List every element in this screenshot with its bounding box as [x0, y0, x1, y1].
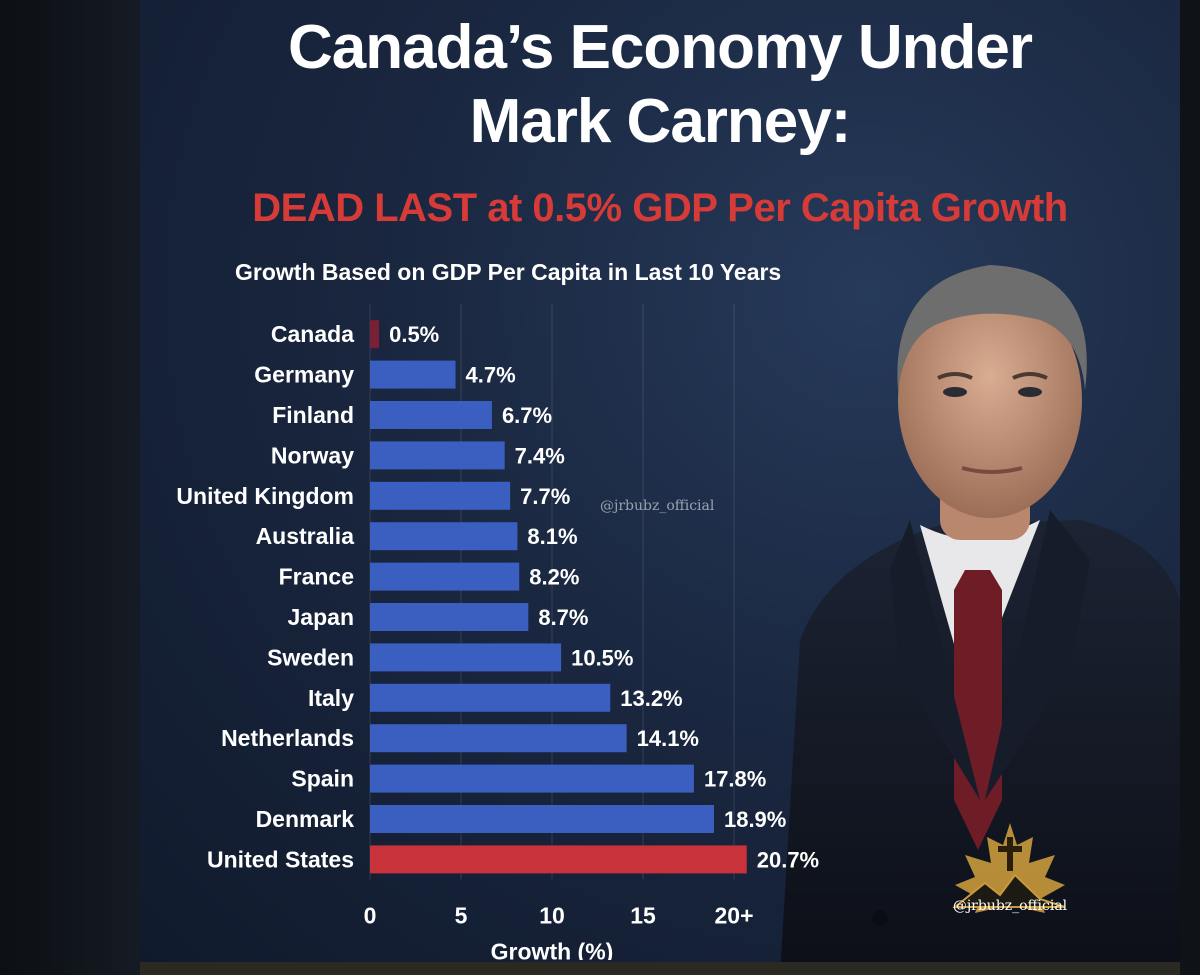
bar [370, 845, 747, 874]
title-line-2: Mark Carney: [469, 87, 852, 156]
bar [370, 401, 492, 429]
bar [370, 360, 456, 389]
value-label: 18.9% [724, 807, 786, 832]
category-label: Australia [256, 523, 355, 549]
x-tick-label: 5 [455, 903, 468, 929]
bar [370, 562, 520, 591]
value-label: 7.7% [520, 484, 570, 509]
category-label: Italy [308, 685, 354, 711]
value-label: 6.7% [502, 403, 552, 428]
bar [370, 683, 611, 712]
value-label: 4.7% [466, 363, 516, 388]
bar-chart: Canada 0.5% Germany 4.7% Finland 6.7% Norway 7.… [176, 304, 819, 960]
value-label: 7.4% [515, 443, 565, 468]
bar [370, 764, 694, 793]
bar [370, 481, 511, 510]
value-label: 10.5% [571, 645, 633, 670]
bar [370, 724, 627, 753]
category-label: Spain [291, 766, 354, 792]
logo-handle: @jrbubz_official [952, 898, 1068, 914]
value-label: 20.7% [757, 847, 819, 872]
value-label: 8.7% [538, 605, 588, 630]
category-label: United States [207, 846, 354, 872]
value-label: 14.1% [637, 726, 699, 751]
category-label: Japan [288, 604, 354, 630]
value-label: 0.5% [389, 322, 439, 347]
value-label: 8.2% [529, 565, 579, 590]
category-label: Canada [271, 321, 354, 347]
x-tick-label: 15 [630, 903, 656, 929]
maple-leaf-cross-logo-icon [952, 823, 1066, 913]
portrait-image [780, 265, 1180, 975]
category-label: Sweden [267, 644, 354, 670]
bar [370, 643, 562, 672]
category-label: United Kingdom [176, 483, 354, 509]
bar [370, 441, 505, 470]
bottom-strip [140, 962, 1180, 975]
category-label: France [279, 564, 354, 590]
watermark-text: @jrbubz_official [600, 498, 715, 514]
category-label: Germany [254, 362, 354, 388]
value-label: 8.1% [527, 524, 577, 549]
value-label: 17.8% [704, 767, 766, 792]
value-label: 13.2% [620, 686, 682, 711]
x-tick-label: 20+ [714, 903, 753, 929]
category-label: Netherlands [221, 725, 354, 751]
bar [370, 320, 380, 349]
bar [370, 603, 529, 631]
x-tick-label: 10 [539, 903, 565, 929]
right-backdrop [1180, 0, 1200, 975]
category-label: Norway [271, 442, 354, 468]
category-label: Finland [272, 402, 354, 428]
bar [370, 522, 518, 551]
chart-title: Growth Based on GDP Per Capita in Last 1… [235, 259, 782, 285]
title-line-1: Canada’s Economy Under [287, 13, 1033, 82]
category-label: Denmark [256, 806, 355, 832]
x-axis-label: Growth (%) [491, 939, 614, 960]
infographic-card: Canada’s Economy Under Mark Carney: DEAD… [140, 0, 1180, 975]
x-tick-label: 0 [364, 903, 377, 929]
left-backdrop [0, 0, 140, 975]
subtitle: DEAD LAST at 0.5% GDP Per Capita Growth [252, 186, 1068, 230]
bar [370, 805, 714, 833]
